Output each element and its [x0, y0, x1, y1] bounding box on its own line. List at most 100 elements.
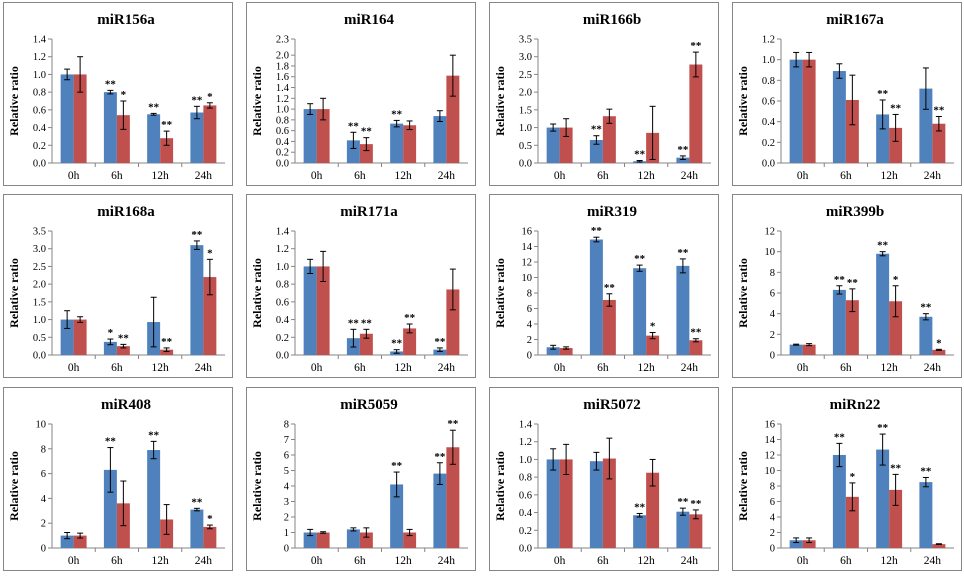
- bar-a-6h: [832, 455, 846, 548]
- significance-marker: **: [434, 336, 446, 348]
- y-tick-label: 0.0: [276, 351, 289, 362]
- bar-b-24h: [932, 349, 946, 355]
- x-tick-label: 6h: [840, 555, 852, 567]
- bar-b-6h: [602, 116, 616, 163]
- significance-marker: **: [391, 108, 403, 120]
- y-tick-label: 3.5: [519, 35, 532, 46]
- significance-marker: **: [690, 327, 702, 339]
- significance-marker: **: [834, 431, 846, 443]
- significance-marker: *: [121, 89, 127, 101]
- bar-a-0h: [303, 109, 317, 163]
- y-axis-label: Relative ratio: [7, 66, 21, 136]
- y-tick-label: 1.0: [519, 455, 532, 466]
- y-tick-label: 12: [765, 451, 776, 462]
- significance-marker: **: [920, 465, 932, 477]
- y-tick-label: 1.0: [33, 315, 46, 326]
- y-tick-label: 1.2: [276, 94, 289, 105]
- x-tick-label: 0h: [68, 555, 80, 567]
- bar-a-6h: [103, 469, 117, 548]
- bar-b-24h: [689, 64, 703, 163]
- x-tick-label: 12h: [881, 362, 899, 374]
- y-tick-label: 3.0: [33, 244, 46, 255]
- significance-marker: **: [890, 462, 902, 474]
- bar-a-24h: [919, 88, 933, 163]
- y-axis-label: Relative ratio: [493, 66, 507, 136]
- y-tick-label: 0.0: [519, 544, 532, 555]
- bar-b-24h: [446, 75, 460, 163]
- bar-a-0h: [60, 319, 74, 355]
- bar-a-0h: [789, 59, 803, 163]
- y-tick-label: 10: [522, 273, 533, 284]
- x-tick-label: 6h: [354, 555, 366, 567]
- bar-b-0h: [316, 266, 330, 355]
- significance-marker: *: [207, 247, 213, 259]
- significance-marker: **: [434, 451, 446, 463]
- bar-a-0h: [546, 127, 560, 163]
- bar-a-6h: [589, 239, 603, 355]
- x-tick-label: 0h: [554, 362, 566, 374]
- x-tick-label: 6h: [840, 170, 852, 182]
- bar-a-6h: [346, 529, 360, 548]
- chart-title: miR164: [344, 12, 394, 28]
- chart-svg: miR166b Relative ratio 0.0 0.5 1.0 1.5 2.0 2.5 3…: [489, 2, 719, 186]
- significance-marker: **: [391, 460, 403, 472]
- y-tick-label: 16: [522, 227, 533, 238]
- y-tick-label: 1.0: [33, 70, 46, 81]
- x-tick-label: 6h: [354, 362, 366, 374]
- y-axis-label: Relative ratio: [7, 258, 21, 328]
- bar-b-12h: [889, 127, 903, 163]
- y-tick-label: 2: [527, 335, 532, 346]
- bar-a-0h: [60, 535, 74, 548]
- significance-marker: **: [161, 119, 173, 131]
- y-tick-label: 1.5: [33, 297, 46, 308]
- bar-a-6h: [103, 341, 117, 355]
- x-tick-label: 6h: [111, 555, 123, 567]
- significance-marker: **: [191, 94, 203, 106]
- significance-marker: *: [207, 513, 213, 525]
- bar-a-24h: [433, 116, 447, 163]
- y-tick-label: 0.6: [276, 126, 289, 137]
- significance-marker: **: [191, 229, 203, 241]
- y-tick-label: 0.4: [762, 117, 776, 128]
- y-tick-label: 1.2: [762, 35, 775, 46]
- x-tick-label: 12h: [638, 555, 656, 567]
- bar-b-0h: [559, 127, 573, 163]
- significance-marker: **: [634, 149, 646, 161]
- bar-b-24h: [689, 340, 703, 355]
- x-tick-label: 12h: [395, 362, 413, 374]
- x-tick-label: 0h: [311, 362, 323, 374]
- bar-a-24h: [676, 511, 690, 548]
- bar-a-0h: [789, 540, 803, 548]
- significance-marker: **: [690, 40, 702, 52]
- significance-marker: **: [391, 338, 403, 350]
- chart-title: miR408: [101, 397, 151, 413]
- significance-marker: **: [634, 253, 646, 265]
- bar-b-6h: [602, 458, 616, 548]
- chart-title: miR156a: [97, 12, 155, 28]
- bar-b-12h: [646, 335, 660, 355]
- y-tick-label: 8: [770, 482, 775, 493]
- x-tick-label: 0h: [797, 555, 809, 567]
- y-tick-label: 16: [765, 420, 776, 431]
- bar-a-0h: [303, 266, 317, 355]
- chart-svg: miR156a Relative ratio 0.0 0.2 0.4 0.6 0.8 1.0 1…: [3, 2, 233, 186]
- x-tick-label: 24h: [438, 170, 456, 182]
- bar-b-12h: [403, 532, 417, 548]
- bar-b-6h: [359, 333, 373, 355]
- y-tick-label: 0.6: [762, 97, 775, 108]
- x-tick-label: 12h: [638, 362, 656, 374]
- bar-b-6h: [116, 115, 130, 163]
- bar-b-24h: [932, 544, 946, 548]
- y-tick-label: 0.5: [33, 333, 46, 344]
- chart-panel-mir5059: miR5059 Relative ratio 0 1 2 3 4 5 6 7 8 0h 6h 12h ** 2…: [246, 387, 476, 571]
- y-tick-label: 1.0: [276, 262, 289, 273]
- bar-a-12h: [633, 515, 647, 548]
- chart-panel-mir166b: miR166b Relative ratio 0.0 0.5 1.0 1.5 2.0 2.5 3…: [489, 2, 719, 186]
- bar-b-24h: [203, 277, 217, 355]
- significance-marker: **: [877, 240, 889, 252]
- chart-panel-mir5072: miR5072 Relative ratio 0.0 0.2 0.4 0.6 0.8 1.0 1…: [489, 387, 719, 571]
- y-tick-label: 1.2: [276, 244, 289, 255]
- significance-marker: **: [591, 225, 603, 237]
